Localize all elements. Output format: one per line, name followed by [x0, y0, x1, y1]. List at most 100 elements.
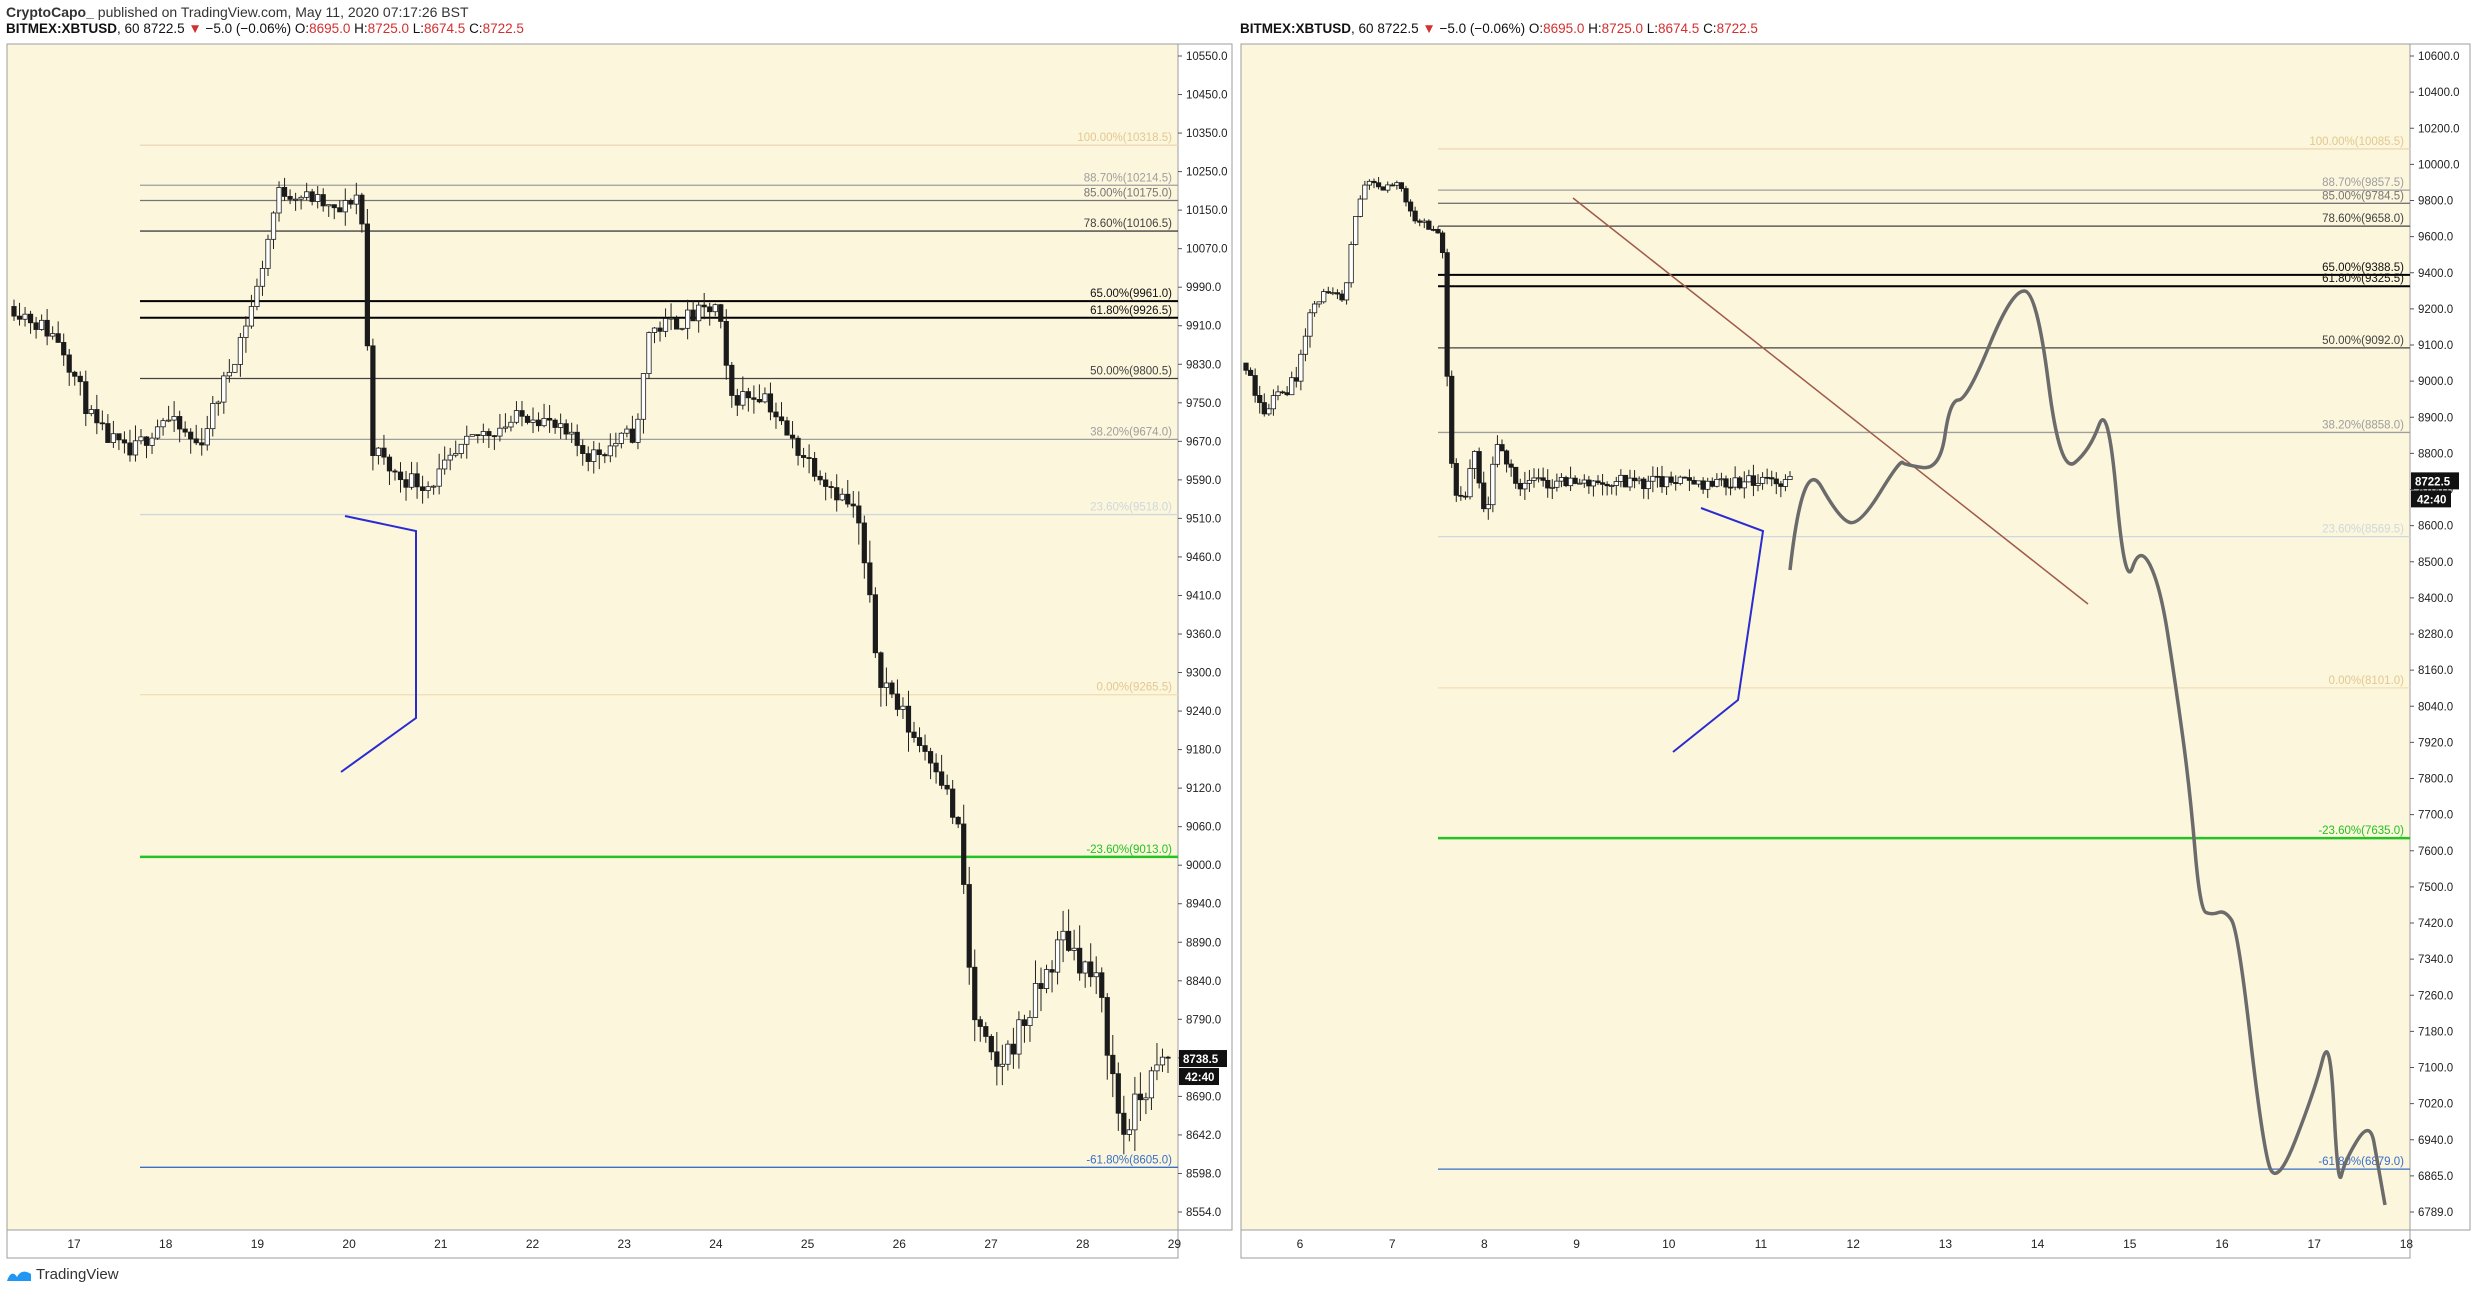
- candle-body: [662, 318, 669, 332]
- price-tick-label: 9240.0: [1186, 706, 1221, 718]
- candle-body: [1421, 220, 1427, 223]
- left-symbol[interactable]: BITMEX:XBTUSD: [6, 21, 117, 36]
- candle-body: [668, 317, 674, 320]
- candle-body: [867, 562, 873, 596]
- tradingview-footer[interactable]: TradingView: [6, 1266, 119, 1283]
- candle-body: [320, 194, 326, 207]
- plot-area: [6, 43, 1179, 1231]
- candle-body: [304, 191, 310, 198]
- price-tick-label: 9590.0: [1186, 475, 1221, 487]
- candle-body: [486, 431, 492, 437]
- candle-body: [999, 1063, 1005, 1067]
- date-tick-label: 25: [801, 1237, 815, 1251]
- left-change: −5.0 (−0.06%): [205, 21, 292, 36]
- candle-body: [1435, 229, 1441, 234]
- candle-body: [1066, 930, 1072, 951]
- price-tick-label: 10450.0: [1186, 90, 1228, 102]
- candle-body: [817, 475, 823, 481]
- candle-body: [1481, 482, 1487, 510]
- right-interval: 60: [1358, 21, 1374, 36]
- price-tick-label: 7340.0: [2418, 954, 2453, 966]
- candle-body: [1517, 482, 1523, 490]
- price-tick-label: 7800.0: [2418, 774, 2453, 786]
- candle-body: [618, 432, 624, 444]
- candle-body: [315, 194, 321, 202]
- candle-body: [602, 454, 608, 457]
- candle-body: [397, 471, 404, 481]
- date-tick-label: 18: [159, 1237, 173, 1251]
- date-tick-label: 10: [1662, 1237, 1676, 1251]
- candle-body: [635, 418, 641, 443]
- candle-body: [1458, 494, 1464, 497]
- candle-body: [1110, 1054, 1116, 1075]
- fib-level-label: 78.60%(9658.0): [2322, 213, 2404, 225]
- price-tick-label: 9400.0: [2418, 268, 2453, 280]
- candle-body: [1526, 479, 1533, 484]
- candle-body: [16, 315, 23, 320]
- candle-body: [1449, 375, 1455, 464]
- candle-body: [1508, 463, 1514, 468]
- candle-body: [950, 788, 956, 818]
- trend-line: [1572, 197, 2089, 605]
- candle-body: [469, 434, 475, 437]
- candle-body: [160, 420, 166, 428]
- down-arrow-icon: ▼: [188, 21, 202, 36]
- candle-body: [1759, 476, 1766, 484]
- fib-level-label: 100.00%(10085.5): [2309, 136, 2404, 148]
- candle-body: [1099, 972, 1105, 998]
- candle-body: [1563, 477, 1569, 487]
- current-price-label-bg: [1179, 1050, 1227, 1068]
- right-symbol[interactable]: BITMEX:XBTUSD: [1240, 21, 1351, 36]
- date-tick-label: 8: [1481, 1237, 1488, 1251]
- fib-level-label: 78.60%(10106.5): [1084, 218, 1172, 230]
- candle-body: [524, 415, 531, 423]
- author-name[interactable]: CryptoCapo_: [6, 4, 94, 20]
- candle-body: [1778, 483, 1784, 487]
- candle-body: [629, 428, 636, 443]
- candle-body: [679, 327, 685, 330]
- candle-body: [270, 212, 277, 240]
- candle-body: [1535, 477, 1542, 480]
- candle-body: [331, 204, 337, 209]
- candle-body: [1663, 476, 1670, 488]
- candle-body: [497, 427, 503, 437]
- candle-body: [640, 373, 647, 420]
- candle-body: [624, 428, 630, 434]
- candle-body: [154, 426, 161, 439]
- candle-body: [88, 409, 94, 415]
- candle-body: [403, 479, 409, 488]
- price-tick-label: 8280.0: [2418, 629, 2453, 641]
- price-tick-label: 9510.0: [1186, 513, 1221, 525]
- price-tick-label: 7700.0: [2418, 810, 2453, 822]
- candle-body: [281, 187, 288, 197]
- price-tick-label: 8790.0: [1186, 1014, 1221, 1026]
- candle-body: [1773, 478, 1779, 485]
- candle-body: [1691, 480, 1697, 485]
- candle-body: [784, 420, 790, 436]
- candle-body: [1727, 486, 1734, 489]
- candle-body: [1389, 184, 1395, 187]
- candle-body: [1554, 480, 1560, 488]
- candle-body: [1700, 480, 1706, 490]
- candle-body: [839, 493, 845, 501]
- candle-body: [182, 428, 188, 433]
- candle-body: [1321, 291, 1327, 303]
- date-tick-label: 19: [251, 1237, 265, 1251]
- candle-body: [110, 433, 116, 443]
- date-axis: [1240, 1229, 2411, 1259]
- price-tick-label: 7500.0: [2418, 882, 2453, 894]
- candle-body: [1430, 228, 1437, 231]
- candle-body: [767, 393, 774, 413]
- candle-body: [1279, 391, 1286, 394]
- brand-label: TradingView: [36, 1266, 119, 1283]
- price-tick-label: 10200.0: [2418, 123, 2460, 135]
- candle-body: [1677, 476, 1683, 484]
- candle-body: [552, 419, 558, 428]
- candle-body: [364, 223, 370, 347]
- date-tick-label: 24: [709, 1237, 723, 1251]
- date-tick-label: 9: [1573, 1237, 1580, 1251]
- price-tick-label: 9000.0: [1186, 860, 1221, 872]
- candle-body: [232, 363, 238, 373]
- candle-body: [1513, 466, 1519, 484]
